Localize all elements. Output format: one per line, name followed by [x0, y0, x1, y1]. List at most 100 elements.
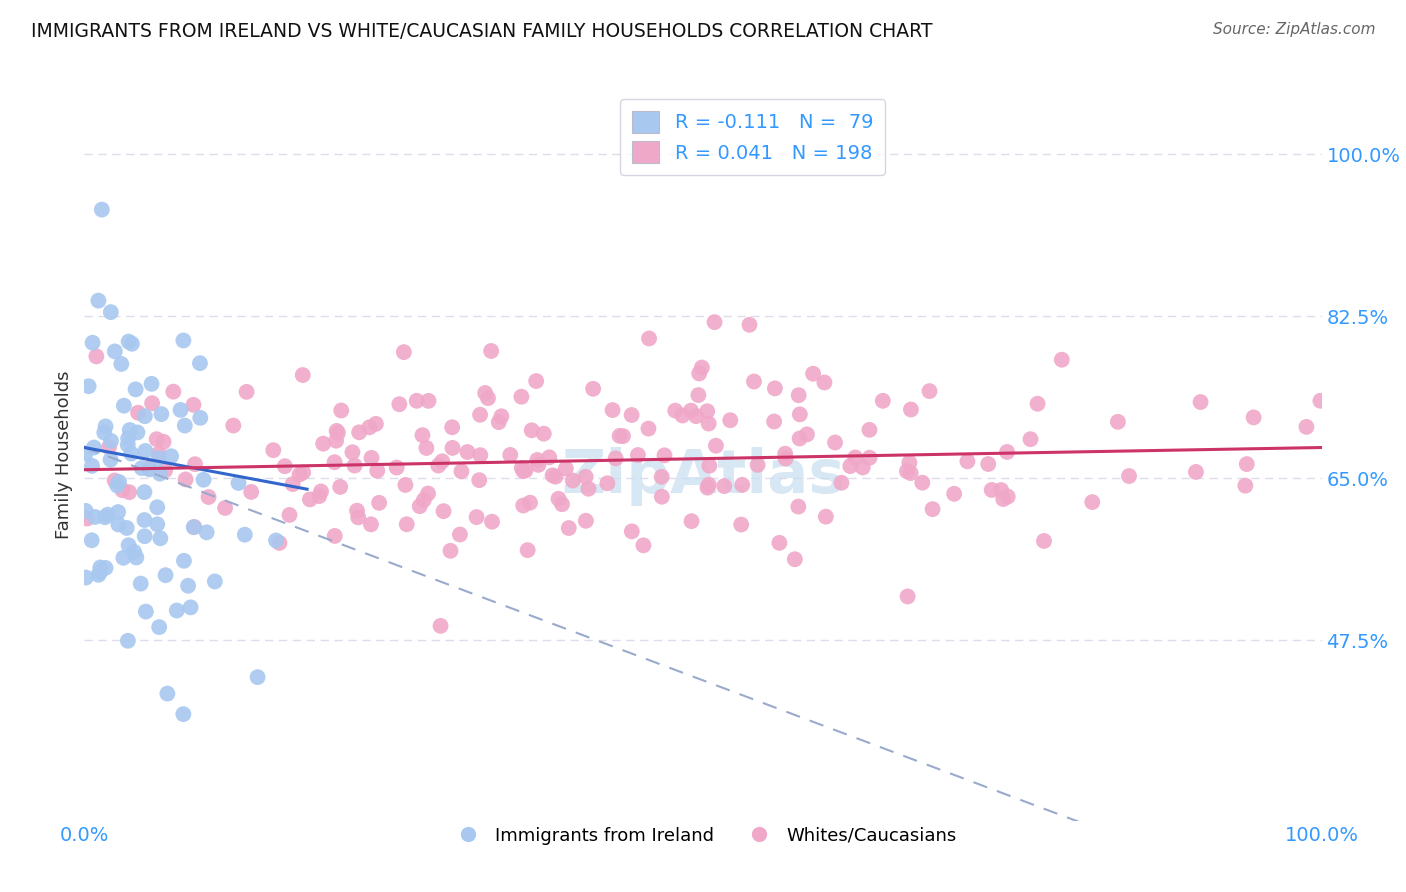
- Point: [858, 423, 880, 437]
- Point: [510, 390, 533, 404]
- Point: [527, 458, 550, 472]
- Point: [943, 487, 966, 501]
- Point: [415, 441, 437, 455]
- Point: [427, 458, 450, 473]
- Point: [510, 461, 533, 475]
- Point: [104, 474, 127, 488]
- Point: [87, 567, 110, 582]
- Point: [538, 450, 561, 465]
- Point: [84, 510, 107, 524]
- Point: [120, 447, 142, 461]
- Point: [520, 423, 543, 437]
- Point: [122, 545, 145, 559]
- Point: [233, 527, 256, 541]
- Point: [75, 504, 97, 518]
- Point: [323, 455, 346, 469]
- Point: [246, 670, 269, 684]
- Point: [100, 434, 122, 448]
- Point: [155, 568, 177, 582]
- Point: [578, 482, 600, 496]
- Point: [763, 381, 786, 395]
- Point: [107, 505, 129, 519]
- Point: [174, 472, 197, 486]
- Point: [429, 619, 451, 633]
- Point: [1118, 469, 1140, 483]
- Point: [456, 445, 478, 459]
- Point: [1243, 410, 1265, 425]
- Point: [330, 403, 353, 417]
- Point: [730, 517, 752, 532]
- Point: [633, 538, 655, 552]
- Point: [184, 457, 207, 471]
- Point: [325, 434, 347, 448]
- Point: [269, 536, 291, 550]
- Point: [1309, 393, 1331, 408]
- Point: [1234, 478, 1257, 492]
- Point: [75, 570, 97, 584]
- Point: [115, 521, 138, 535]
- Point: [166, 603, 188, 617]
- Point: [813, 376, 835, 390]
- Point: [193, 473, 215, 487]
- Point: [228, 475, 250, 490]
- Point: [654, 448, 676, 462]
- Point: [844, 450, 866, 465]
- Point: [524, 374, 547, 388]
- Point: [329, 480, 352, 494]
- Point: [696, 481, 718, 495]
- Point: [288, 467, 311, 482]
- Text: IMMIGRANTS FROM IRELAND VS WHITE/CAUCASIAN FAMILY HOUSEHOLDS CORRELATION CHART: IMMIGRANTS FROM IRELAND VS WHITE/CAUCASI…: [31, 22, 932, 41]
- Point: [544, 469, 567, 483]
- Point: [900, 466, 922, 480]
- Point: [561, 474, 583, 488]
- Point: [90, 202, 112, 217]
- Point: [156, 687, 179, 701]
- Point: [995, 445, 1018, 459]
- Point: [418, 393, 440, 408]
- Point: [558, 521, 581, 535]
- Point: [1033, 533, 1056, 548]
- Point: [605, 451, 627, 466]
- Point: [160, 449, 183, 463]
- Point: [685, 409, 707, 424]
- Point: [783, 552, 806, 566]
- Point: [651, 490, 673, 504]
- Point: [747, 458, 769, 472]
- Point: [292, 466, 315, 480]
- Point: [554, 461, 576, 475]
- Point: [718, 413, 741, 427]
- Point: [394, 478, 416, 492]
- Point: [696, 404, 718, 418]
- Point: [852, 460, 875, 475]
- Text: ZipAtlas: ZipAtlas: [561, 448, 845, 507]
- Point: [612, 429, 634, 443]
- Point: [138, 462, 160, 476]
- Point: [479, 343, 502, 358]
- Point: [180, 600, 202, 615]
- Point: [681, 514, 703, 528]
- Point: [117, 633, 139, 648]
- Point: [768, 536, 790, 550]
- Point: [439, 543, 461, 558]
- Point: [134, 444, 156, 458]
- Point: [918, 384, 941, 398]
- Point: [491, 409, 513, 424]
- Y-axis label: Family Households: Family Households: [55, 371, 73, 539]
- Point: [76, 511, 98, 525]
- Point: [323, 529, 346, 543]
- Point: [359, 420, 381, 434]
- Point: [385, 460, 408, 475]
- Point: [432, 504, 454, 518]
- Point: [80, 458, 103, 473]
- Point: [124, 382, 146, 396]
- Point: [89, 560, 111, 574]
- Point: [858, 450, 880, 465]
- Point: [153, 463, 176, 477]
- Point: [131, 461, 153, 475]
- Point: [541, 468, 564, 483]
- Point: [713, 479, 735, 493]
- Point: [664, 403, 686, 417]
- Legend: Immigrants from Ireland, Whites/Caucasians: Immigrants from Ireland, Whites/Caucasia…: [443, 820, 963, 852]
- Point: [100, 452, 122, 467]
- Point: [627, 448, 650, 462]
